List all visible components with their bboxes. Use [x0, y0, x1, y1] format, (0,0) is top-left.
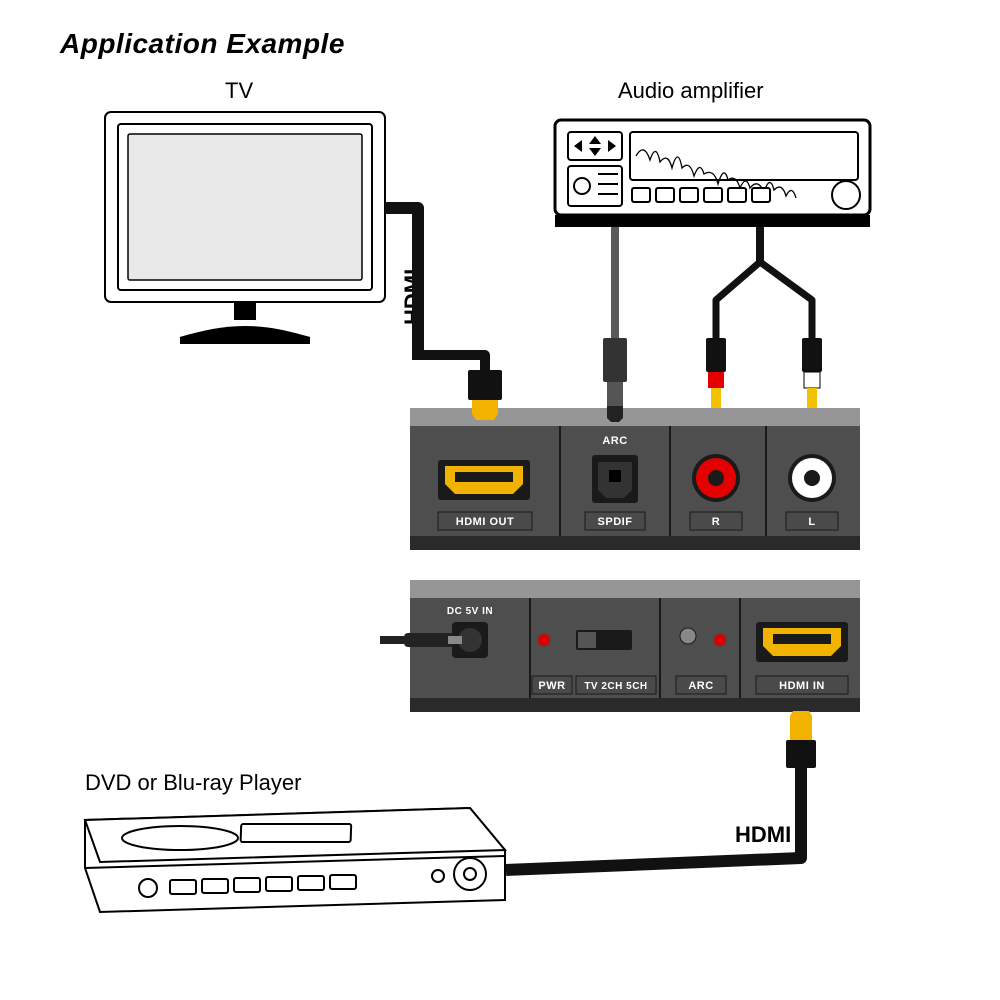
hdmi-out-label: HDMI OUT [456, 516, 514, 528]
converter-bottom: DC 5V IN PWR TV 2CH 5CH [404, 580, 860, 712]
rca-l-port [788, 454, 836, 502]
arc-bottom-label: ARC [688, 680, 713, 692]
switch-label: TV 2CH 5CH [584, 681, 647, 692]
r-label: R [712, 516, 720, 528]
arc-led [714, 634, 726, 646]
hdmi-in-port [756, 622, 848, 662]
cable-tv-hdmi [385, 208, 502, 420]
arc-button [680, 628, 696, 644]
spdif-label: SPDIF [598, 516, 633, 528]
cable-rca [706, 227, 822, 408]
pwr-led [538, 634, 550, 646]
dvd-icon [85, 808, 505, 912]
hdmi-in-label: HDMI IN [779, 680, 825, 692]
rca-r-port [692, 454, 740, 502]
converter-top: ARC HDMI OUT SPDIF R L [410, 408, 860, 550]
diagram-canvas: ARC HDMI OUT SPDIF R L DC 5V IN [0, 0, 1000, 1000]
mode-switch [576, 630, 632, 650]
arc-top-label: ARC [602, 435, 627, 447]
pwr-label: PWR [538, 680, 565, 692]
cable-spdif [603, 227, 627, 422]
dc-label: DC 5V IN [447, 606, 493, 617]
spdif-port [592, 455, 638, 503]
l-label: L [808, 516, 815, 528]
tv-icon [105, 112, 385, 344]
amp-icon [555, 120, 870, 227]
cable-dvd-hdmi [506, 711, 816, 870]
hdmi-out-port [438, 460, 530, 500]
